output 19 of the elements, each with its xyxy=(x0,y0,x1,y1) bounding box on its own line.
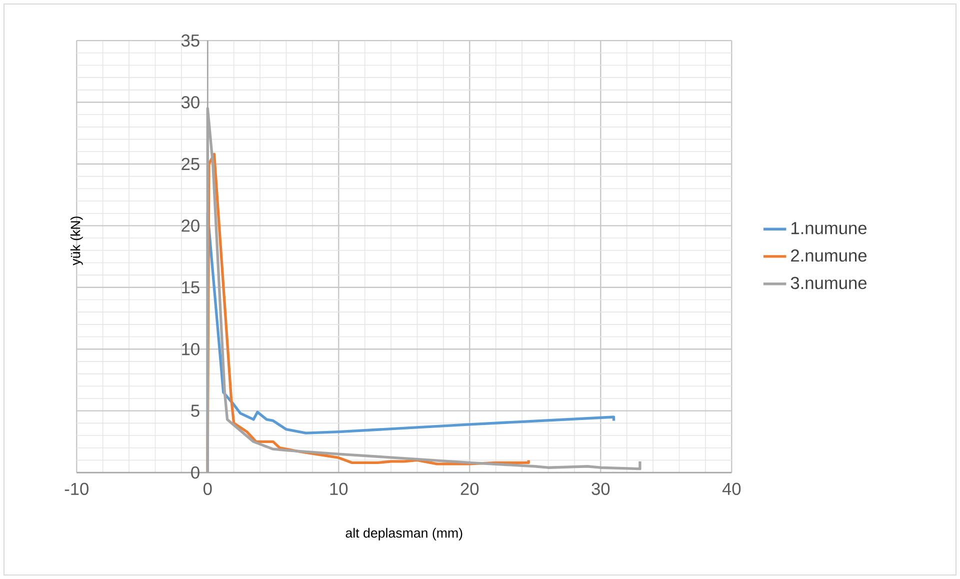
x-tick-label: 0 xyxy=(203,482,212,496)
y-tick-label: 0 xyxy=(191,466,200,479)
legend-label: 3.numune xyxy=(790,276,867,290)
y-tick-label: 15 xyxy=(182,281,200,294)
x-tick-label: 20 xyxy=(460,482,479,496)
y-tick-label: 25 xyxy=(182,158,200,170)
x-axis-title: alt deplasman (mm) xyxy=(346,528,462,540)
y-tick-label: 5 xyxy=(191,404,200,417)
legend-label: 1.numune xyxy=(792,222,867,234)
y-tick-label: 10 xyxy=(182,342,200,356)
y-tick-label: 35 xyxy=(181,34,200,47)
x-tick-label: 10 xyxy=(330,482,348,496)
y-axis-title: yük (kN) xyxy=(70,216,83,266)
legend-label: 2.numune xyxy=(791,249,867,262)
x-tick-label: -10 xyxy=(64,482,88,496)
y-tick-label: 30 xyxy=(181,96,200,108)
y-tick-label: 20 xyxy=(182,220,200,232)
x-tick-label: 30 xyxy=(592,482,610,496)
x-tick-label: 40 xyxy=(722,482,741,496)
